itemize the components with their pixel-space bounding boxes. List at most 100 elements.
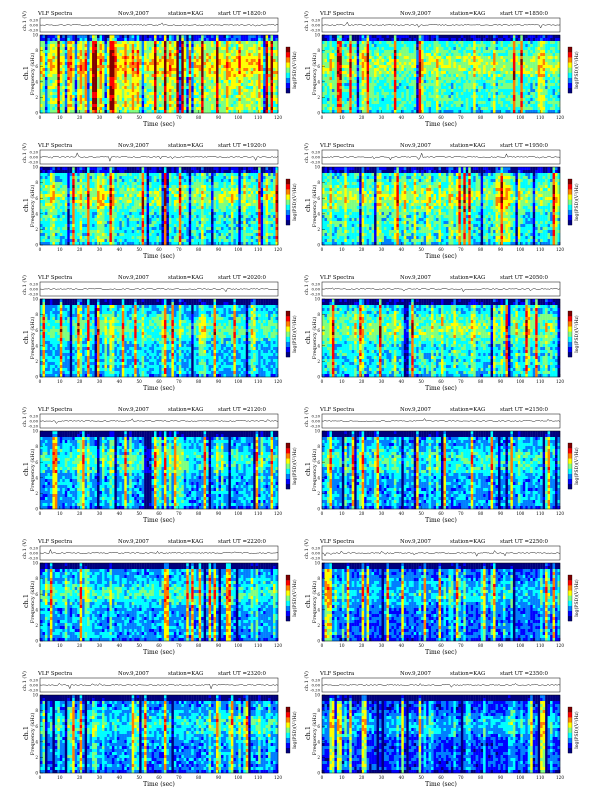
spectrogram-cell <box>471 38 474 41</box>
spectrogram-cell <box>543 41 546 44</box>
spectrogram-cell <box>223 80 226 83</box>
spectrogram-cell <box>129 53 132 56</box>
spectrogram-cell <box>75 101 78 104</box>
spectrogram-cell <box>424 74 427 77</box>
spectrogram-cell <box>211 107 214 110</box>
spectrogram-cell <box>199 59 202 62</box>
spectrogram-cell <box>174 35 177 38</box>
spectrogram-cell <box>379 77 382 80</box>
spectrogram-cell <box>530 53 533 56</box>
spectrogram-cell <box>90 38 93 41</box>
spectrogram-cell <box>436 59 439 62</box>
spectrogram-cell <box>154 98 157 101</box>
spectrogram-cell <box>47 50 50 53</box>
spectrogram-cell <box>67 77 70 80</box>
spectrogram-cell <box>174 107 177 110</box>
spectrogram-cell <box>443 65 446 68</box>
spectrogram-cell <box>152 98 155 101</box>
spectrogram-cell <box>236 62 239 65</box>
spectrogram-cell <box>248 38 251 41</box>
spectrogram-cell <box>152 74 155 77</box>
spectrogram-cell <box>271 59 274 62</box>
spectrogram-cell <box>159 53 162 56</box>
spectrogram-cell <box>271 101 274 104</box>
spectrogram-cell <box>501 38 504 41</box>
spectrogram-cell <box>154 95 157 98</box>
spectrogram-cell <box>332 62 335 65</box>
spectrogram-cell <box>377 38 380 41</box>
spectrogram-cell <box>112 89 115 92</box>
spectrogram-cell <box>421 77 424 80</box>
spectrogram-cell <box>337 53 340 56</box>
spectrogram-cell <box>228 95 231 98</box>
spectrogram-cell <box>206 77 209 80</box>
spectrogram-cell <box>52 44 55 47</box>
spectrogram-cell <box>501 44 504 47</box>
spectrogram-cell <box>152 53 155 56</box>
spectrogram-cell <box>97 104 100 107</box>
spectrogram-cell <box>104 71 107 74</box>
spectrogram-cell <box>134 44 137 47</box>
spectrogram-cell <box>238 71 241 74</box>
spectrogram-cell <box>80 74 83 77</box>
spectrogram-cell <box>52 101 55 104</box>
spectrogram-cell <box>553 68 556 71</box>
spectrogram-cell <box>498 56 501 59</box>
spectrogram-cell <box>60 35 63 38</box>
spectrogram-cell <box>201 83 204 86</box>
spectrogram-cell <box>273 95 276 98</box>
spectrogram-cell <box>129 68 132 71</box>
spectrogram-cell <box>528 77 531 80</box>
spectrogram-cell <box>194 83 197 86</box>
spectrogram-cell <box>184 104 187 107</box>
spectrogram-cell <box>364 56 367 59</box>
spectrogram-cell <box>329 68 332 71</box>
spectrogram-cell <box>374 59 377 62</box>
spectrogram-cell <box>226 74 229 77</box>
spectrogram-cell <box>518 53 521 56</box>
spectrogram-cell <box>367 80 370 83</box>
spectrogram-cell <box>70 107 73 110</box>
spectrogram-cell <box>241 77 244 80</box>
spectrogram-cell <box>201 86 204 89</box>
spectrogram-cell <box>231 56 234 59</box>
spectrogram-cell <box>55 41 58 44</box>
spectrogram-cell <box>327 35 330 38</box>
spectrogram-cell <box>372 62 375 65</box>
spectrogram-cell <box>466 53 469 56</box>
spectrogram-cell <box>154 107 157 110</box>
spectrogram-cell <box>186 53 189 56</box>
spectrogram-cell <box>268 62 271 65</box>
spectrogram-cell <box>439 68 442 71</box>
spectrogram-cell <box>337 62 340 65</box>
spectrogram-cell <box>347 50 350 53</box>
spectrogram-cell <box>174 83 177 86</box>
spectrogram-cell <box>206 47 209 50</box>
spectrogram-cell <box>513 59 516 62</box>
spectrogram-cell <box>488 62 491 65</box>
spectrogram-cell <box>52 65 55 68</box>
spectrogram-cell <box>535 53 538 56</box>
spectrogram-cell <box>100 59 103 62</box>
spectrogram-cell <box>179 44 182 47</box>
spectrogram-cell <box>181 59 184 62</box>
spectrogram-cell <box>473 62 476 65</box>
spectrogram-cell <box>92 62 95 65</box>
spectrogram-cell <box>324 71 327 74</box>
spectrogram-cell <box>466 68 469 71</box>
spectrogram-cell <box>82 104 85 107</box>
spectrogram-cell <box>107 80 110 83</box>
spectrogram-cell <box>45 44 48 47</box>
spectrogram-cell <box>344 59 347 62</box>
spectrogram-cell <box>548 44 551 47</box>
spectrogram-cell <box>129 80 132 83</box>
spectrogram-cell <box>446 47 449 50</box>
spectrogram-cell <box>45 56 48 59</box>
spectrogram-cell <box>174 95 177 98</box>
spectrogram-cell <box>184 35 187 38</box>
spectrogram-cell <box>463 68 466 71</box>
spectrogram-cell <box>174 89 177 92</box>
spectrogram-cell <box>216 110 219 113</box>
spectrogram-cell <box>241 50 244 53</box>
spectrogram-cell <box>515 44 518 47</box>
